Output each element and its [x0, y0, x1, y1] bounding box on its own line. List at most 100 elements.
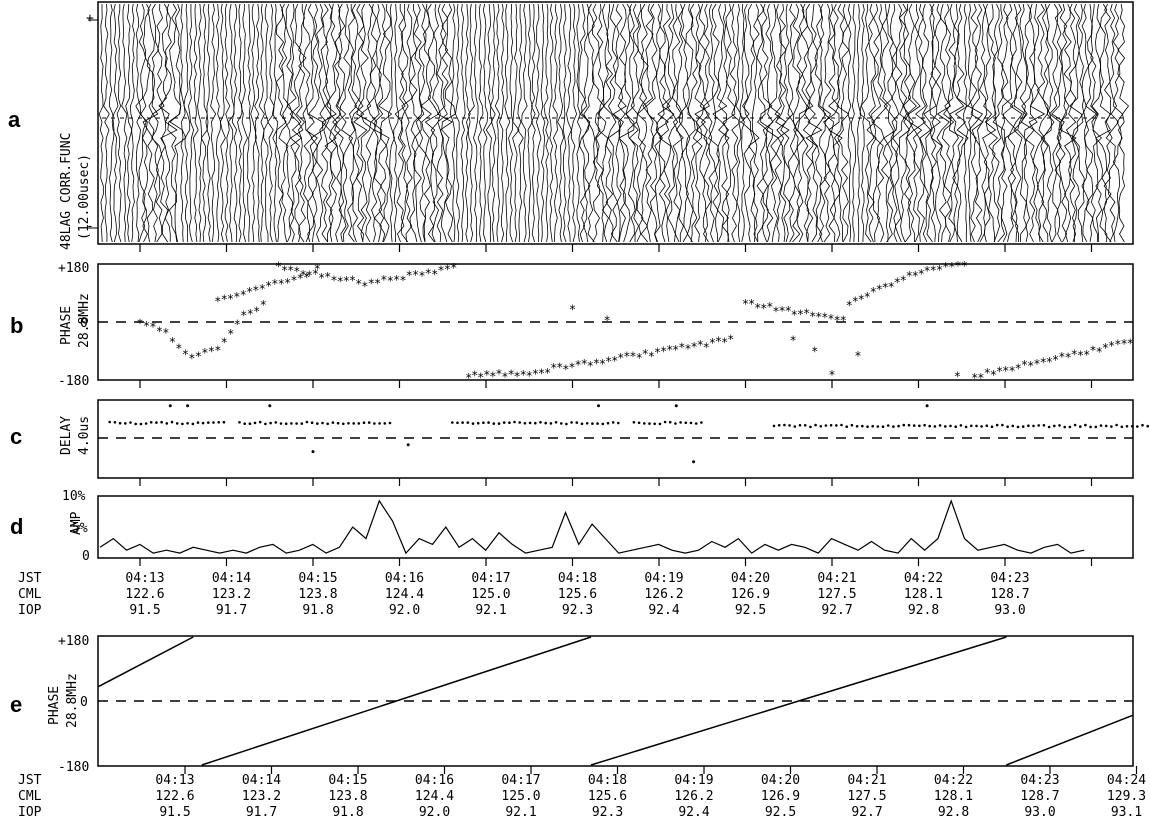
- panel-a-trace: [828, 3, 843, 243]
- delay-point: [201, 421, 205, 425]
- panel-a-trace: [625, 3, 639, 243]
- panel-a-ylabel: 48LAG CORR.FUNC: [59, 133, 74, 250]
- phase-model-line: [1006, 714, 1134, 766]
- delay-point: [565, 422, 568, 426]
- panel-a-trace: [557, 3, 564, 243]
- panel-a-trace: [219, 3, 226, 243]
- panel-a-trace: [498, 3, 505, 243]
- panel-c-ylabel: DELAY: [59, 416, 74, 455]
- axis-e-cml-label: 125.6: [588, 789, 627, 804]
- delay-point: [679, 421, 682, 424]
- panel-a-trace: [540, 3, 546, 243]
- phase-point: *: [538, 367, 545, 381]
- phase-point: *: [1046, 355, 1053, 369]
- axis-e-jst-label: 04:14: [242, 773, 281, 788]
- delay-point: [207, 421, 210, 424]
- delay-point: [378, 422, 381, 425]
- axis-e-iop-label: 92.3: [592, 805, 623, 820]
- panel-a-trace: [183, 3, 191, 242]
- delay-point: [554, 421, 558, 424]
- delay-point: [1006, 425, 1009, 429]
- phase-point: *: [149, 320, 156, 334]
- panel-a-trace: [1023, 3, 1038, 243]
- delay-point: [217, 421, 220, 424]
- phase-point: *: [221, 293, 228, 307]
- delay-point: [689, 421, 693, 425]
- phase-point: *: [349, 274, 356, 288]
- panel-d-frame: [97, 495, 1134, 559]
- phase-point: *: [684, 342, 691, 356]
- delay-point: [912, 424, 916, 427]
- phase-point: *: [948, 260, 955, 274]
- delay-point: [990, 425, 994, 429]
- delay-point: [1115, 423, 1118, 427]
- delay-point-outlier: [186, 404, 190, 408]
- phase-point: *: [281, 263, 288, 277]
- panel-a-trace: [654, 3, 665, 243]
- panel-a-trace: [370, 3, 383, 243]
- phase-point: *: [888, 280, 895, 294]
- panel-a-trace: [944, 3, 959, 243]
- delay-point: [196, 421, 200, 424]
- delay-point: [342, 422, 345, 426]
- panel-a-trace: [527, 3, 533, 243]
- phase-point: *: [312, 267, 319, 281]
- phase-point: *: [393, 273, 400, 287]
- axis-d-row-jst: JST: [18, 571, 42, 586]
- panel-a-trace: [708, 3, 720, 243]
- phase-point: *: [690, 340, 697, 354]
- panel-a-trace: [247, 3, 252, 243]
- panel-a-trace: [793, 3, 808, 243]
- panel-b-ytick-bottom: -180: [58, 374, 89, 389]
- panel-a-trace: [1065, 3, 1077, 243]
- delay-point-outlier: [406, 443, 410, 447]
- delay-point-outlier: [168, 404, 172, 408]
- phase-point: *: [1102, 341, 1109, 355]
- phase-point: *: [278, 277, 285, 291]
- delay-point: [1104, 424, 1108, 428]
- delay-point: [829, 424, 833, 427]
- panel-a-trace: [908, 4, 923, 243]
- phase-point: *: [1058, 350, 1065, 364]
- panel-a-trace: [787, 3, 797, 243]
- phase-point: *: [990, 368, 997, 382]
- panel-a-trace: [792, 3, 805, 243]
- panel-a-trace: [477, 3, 484, 243]
- panel-a-trace: [374, 3, 390, 243]
- panel-a-trace: [1001, 3, 1018, 243]
- phase-point: *: [1114, 338, 1121, 352]
- phase-point-outlier: *: [314, 262, 321, 276]
- delay-point: [456, 421, 459, 425]
- panel-b-ylabel2: 28.8MHz: [77, 293, 92, 348]
- panel-a-trace: [441, 3, 456, 243]
- phase-point: *: [821, 310, 828, 324]
- panel-a-trace: [140, 3, 151, 243]
- phase-point: *: [971, 371, 978, 385]
- panel-a-trace: [860, 3, 866, 243]
- panel-a-trace: [295, 3, 307, 243]
- delay-point: [155, 421, 158, 424]
- panel-a-frame: [97, 1, 1134, 245]
- delay-point: [1079, 425, 1082, 428]
- panel-a-trace: [485, 3, 493, 243]
- panel-a-trace: [135, 3, 148, 243]
- phase-point: *: [431, 267, 438, 281]
- phase-point: *: [265, 279, 272, 293]
- delay-point: [886, 424, 890, 427]
- phase-point: *: [214, 294, 221, 308]
- panel-a-trace: [977, 3, 988, 243]
- phase-point: *: [809, 310, 816, 324]
- phase-point: *: [182, 347, 189, 361]
- axis-e-jst-label: 04:17: [501, 773, 540, 788]
- panel-letter-d: d: [10, 514, 23, 539]
- panel-a-trace: [394, 4, 406, 243]
- panel-a-trace: [802, 3, 814, 243]
- delay-point: [124, 422, 127, 425]
- panel-a-trace: [699, 3, 712, 243]
- phase-point: *: [252, 283, 259, 297]
- panel-a-trace: [517, 3, 524, 243]
- delay-point: [1042, 424, 1046, 427]
- delay-point: [165, 422, 169, 425]
- panel-b-ylabel: PHASE: [59, 306, 74, 345]
- delay-point: [861, 424, 864, 428]
